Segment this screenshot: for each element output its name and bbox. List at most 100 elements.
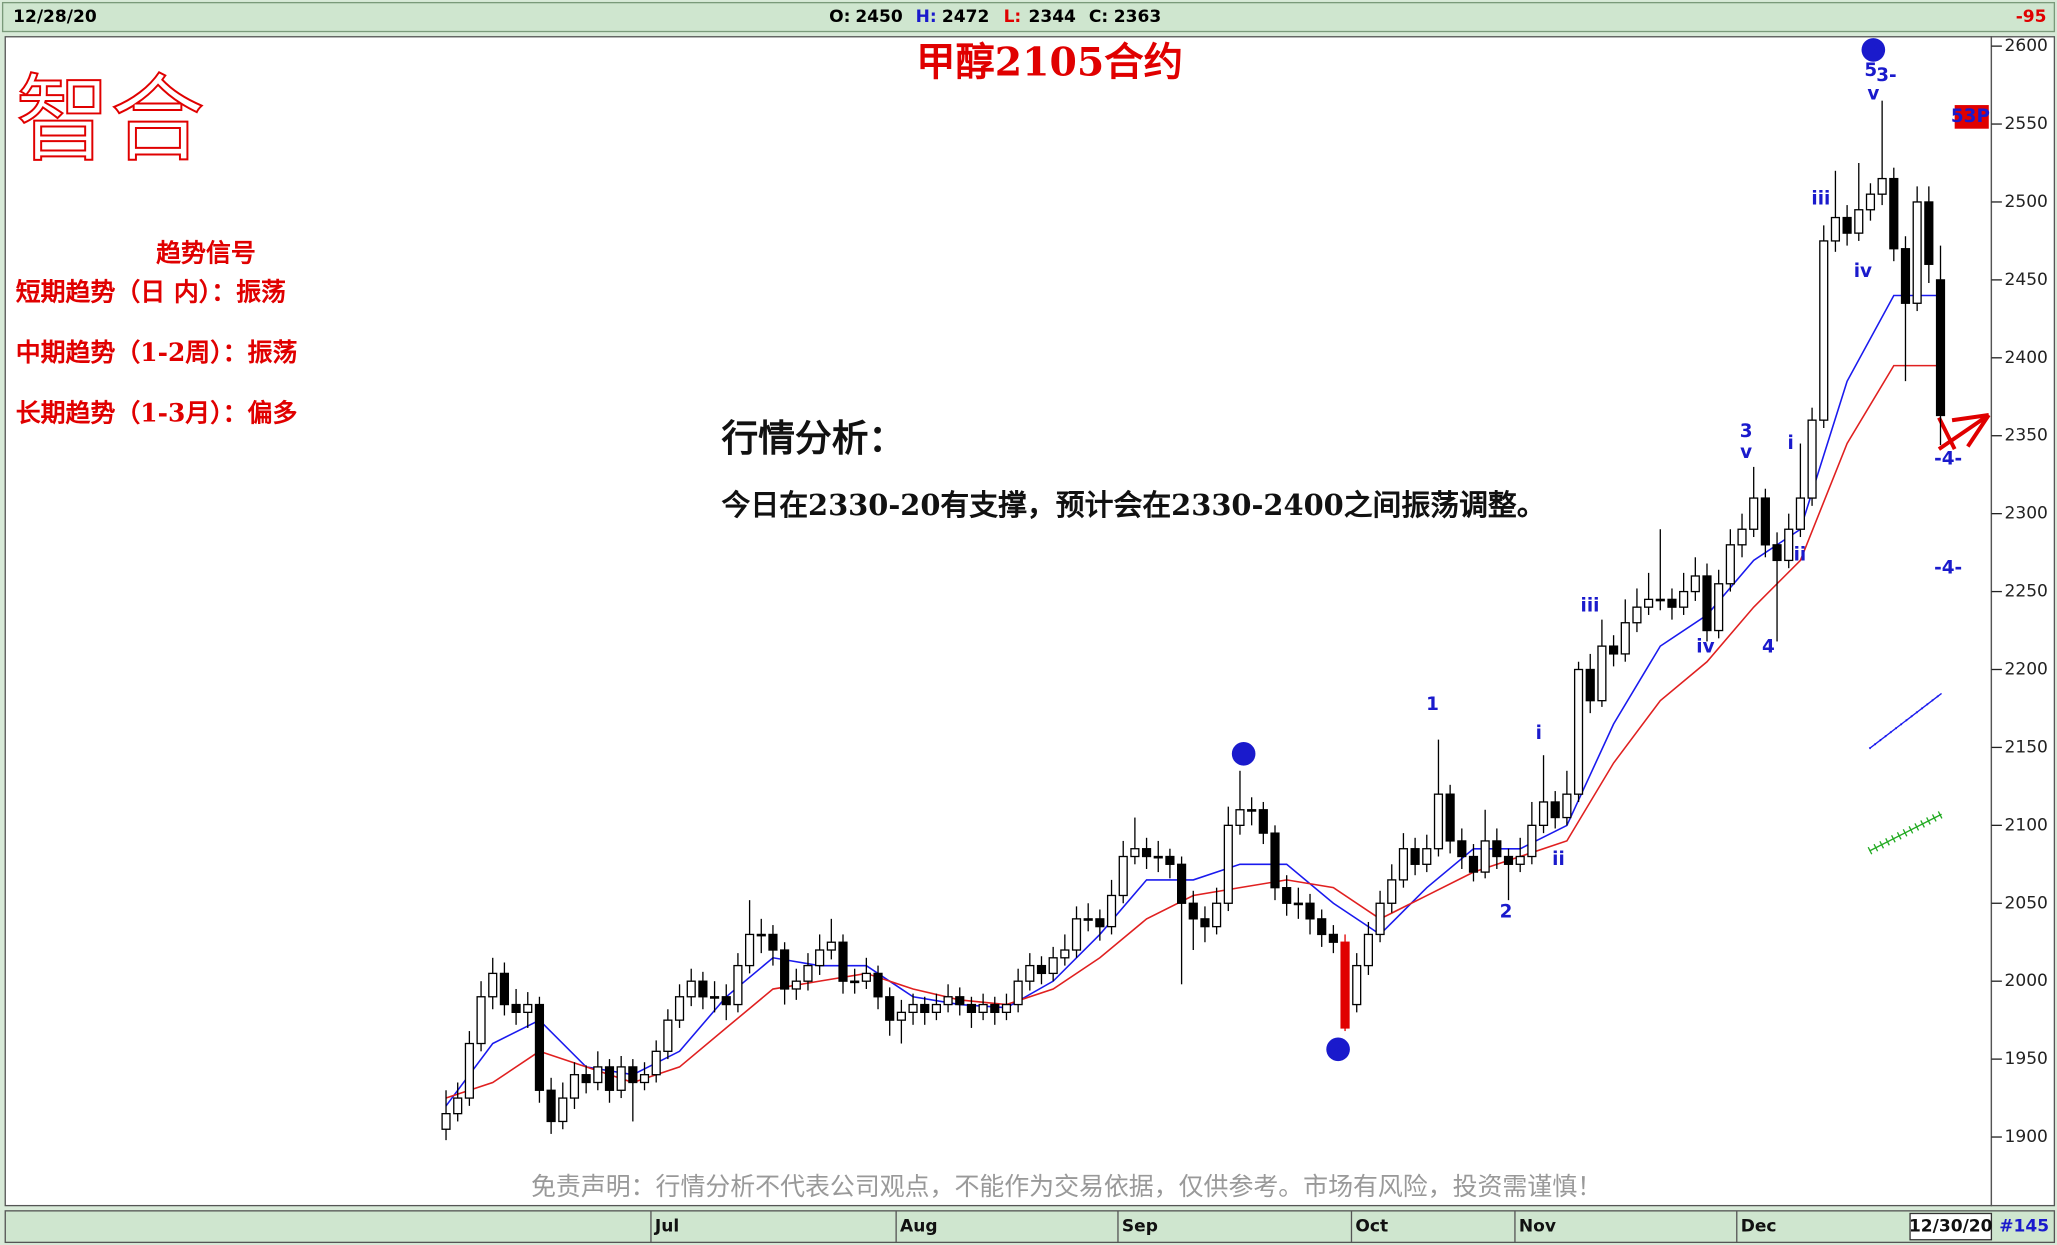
candle-body	[1130, 848, 1140, 858]
open-label: O:	[829, 7, 850, 27]
candle-body	[1258, 809, 1268, 834]
candle-body	[1106, 894, 1117, 928]
candle-body	[1492, 840, 1502, 858]
candle-body	[488, 972, 498, 998]
y-tick-label: 2150	[2005, 737, 2048, 757]
candle-body	[698, 980, 708, 998]
wave-circle	[1231, 742, 1256, 766]
candle-body	[1749, 497, 1759, 530]
candle-body	[1293, 902, 1303, 906]
candle-body	[1340, 941, 1350, 1029]
wave-label: i	[1788, 433, 1794, 454]
wave-label: 1	[1426, 694, 1439, 715]
wave-label: 3-	[1876, 65, 1896, 86]
candle-body	[1679, 590, 1689, 608]
x-tick-label: Sep	[1122, 1217, 1158, 1237]
wave-label: 3	[1740, 421, 1753, 442]
candle-body	[1550, 801, 1560, 819]
candle-body	[604, 1066, 615, 1091]
wave-label: iii	[1581, 596, 1600, 617]
candle-body	[721, 996, 731, 1006]
candle-body	[990, 1003, 1000, 1014]
candle-body	[511, 1003, 521, 1014]
disclaimer: 免责声明：行情分析不代表公司观点，不能作为交易依据，仅供参考。市场有风险，投资需…	[531, 1172, 1602, 1201]
close-label: C:	[1089, 7, 1108, 27]
candle-body	[780, 949, 790, 990]
change-value: -95	[2016, 7, 2047, 27]
candle-body	[745, 933, 755, 967]
candle-body	[1270, 832, 1280, 889]
candle-body	[885, 996, 895, 1021]
last-date: 12/30/20	[1909, 1217, 1993, 1237]
candle-body	[616, 1066, 626, 1091]
y-tick-label: 2550	[2005, 114, 2048, 134]
high-label: H:	[916, 7, 937, 27]
candle-body	[1422, 848, 1432, 865]
candle-body	[1854, 209, 1864, 234]
candle-body	[1573, 668, 1584, 795]
candle-body	[1223, 824, 1233, 904]
candle-body	[1141, 848, 1152, 858]
bar-count: #145	[1999, 1217, 2049, 1237]
candle-body	[1048, 957, 1058, 975]
candle-body	[1118, 855, 1128, 897]
candle-body	[464, 1042, 474, 1099]
y-axis-area	[1990, 36, 2056, 1207]
y-tick-label: 2100	[2005, 815, 2048, 835]
wave-label: ii	[1552, 849, 1565, 870]
y-tick-label: 2450	[2005, 270, 2048, 290]
candle-body	[1597, 645, 1607, 702]
moving-average	[445, 294, 1941, 1107]
wave-label: -4-	[1934, 449, 1962, 470]
candle-body	[1690, 575, 1700, 593]
y-tick-label: 2500	[2005, 192, 2048, 212]
wave-circle	[1326, 1037, 1350, 1062]
candle-body	[499, 972, 510, 1006]
candle-body	[1165, 855, 1175, 865]
wave-label: 53P	[1951, 106, 1990, 127]
candle-body	[569, 1074, 580, 1099]
candle-body	[663, 1019, 673, 1052]
candle-body	[441, 1112, 451, 1130]
candle-body	[709, 996, 720, 999]
candle-body	[1819, 240, 1829, 421]
candle-body	[581, 1074, 591, 1084]
wave-label: 4	[1762, 636, 1775, 657]
candle-body	[1620, 622, 1630, 655]
candle-body	[768, 933, 778, 951]
candle-body	[1410, 848, 1420, 865]
candle-body	[1095, 918, 1105, 928]
candle-body	[966, 1003, 977, 1014]
candle-body	[1538, 801, 1549, 826]
candle-body	[1375, 902, 1385, 936]
x-tick-label: Jul	[654, 1217, 679, 1237]
wave-label: -4-	[1934, 558, 1962, 579]
candle-body	[1725, 544, 1735, 585]
candle-body	[1328, 933, 1338, 943]
open-value: 2450	[855, 7, 903, 27]
candle-body	[1842, 216, 1852, 234]
candle-body	[1071, 918, 1082, 951]
y-tick-label: 2250	[2005, 582, 2048, 602]
candle-body	[1060, 949, 1070, 959]
candle-body	[931, 1003, 941, 1014]
candle-body	[1877, 177, 1887, 195]
candle-body	[850, 980, 860, 984]
analysis-title: 行情分析：	[722, 416, 906, 460]
y-tick-label: 2000	[2005, 971, 2048, 991]
y-tick-label: 2400	[2005, 348, 2048, 368]
candle-body	[639, 1074, 650, 1084]
candle-body	[1282, 887, 1292, 904]
y-tick-label: 2300	[2005, 504, 2048, 524]
signal-title: 趋势信号	[156, 238, 256, 267]
candle-body	[534, 1003, 545, 1091]
last-date-box	[1909, 1212, 1993, 1241]
trend-lines	[1867, 413, 1991, 855]
candle-body	[1830, 216, 1841, 242]
candle-body	[476, 996, 486, 1045]
candle-body	[791, 980, 801, 990]
wave-label: 3	[1867, 39, 1880, 60]
candle-body	[1644, 598, 1654, 608]
candle-body	[1352, 964, 1362, 1006]
wave-label: ii	[1794, 545, 1807, 566]
